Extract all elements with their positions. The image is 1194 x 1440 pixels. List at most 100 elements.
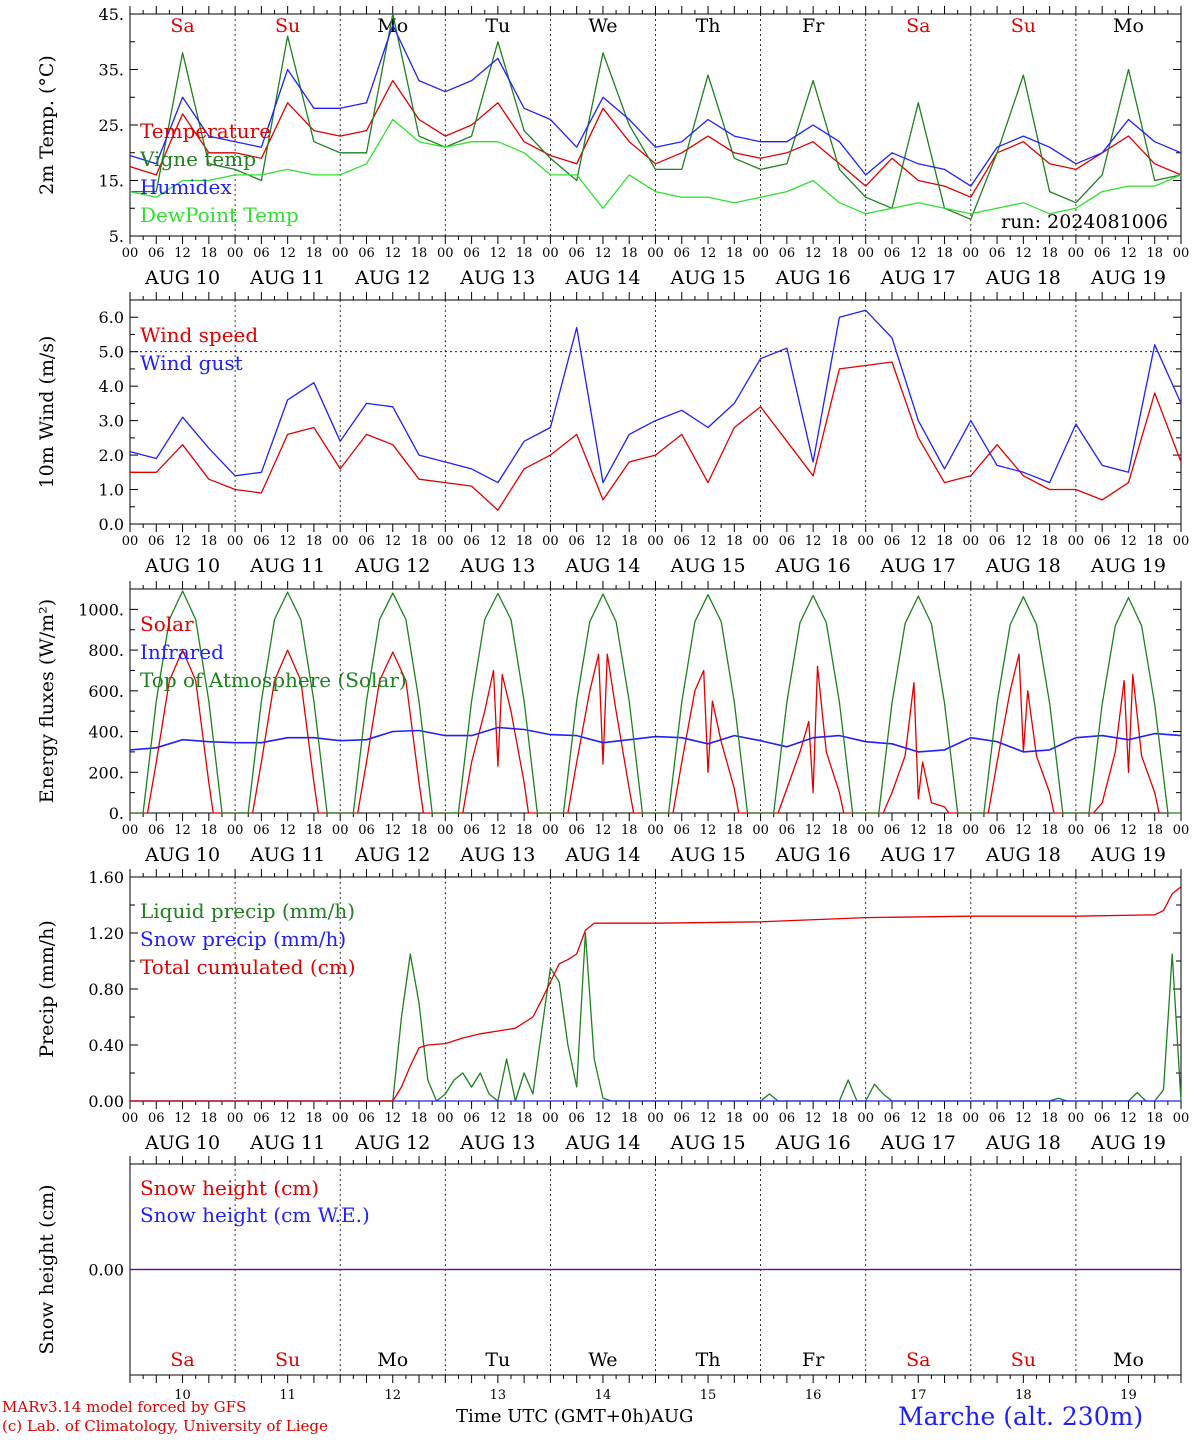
run-label: run: 2024081006: [1001, 211, 1168, 233]
x-date-label: AUG 19: [1090, 555, 1166, 577]
x-hour-label: 00: [332, 1111, 349, 1126]
x-hour-label: 12: [384, 1111, 401, 1126]
x-hour-label: 06: [884, 534, 901, 549]
x-hour-label: 06: [779, 246, 796, 261]
x-hour-label: 12: [805, 823, 822, 838]
x-hour-label: 12: [805, 1111, 822, 1126]
x-hour-label: 12: [700, 246, 717, 261]
panel-temperature: 5. 15. 25. 35. 45. 00 06 12 18 00 06 12 18 00 06 12 18 00…: [36, 5, 1189, 289]
x-date-label: AUG 13: [459, 844, 535, 866]
x-hour-label: 12: [700, 534, 717, 549]
series-line-humidex: [129, 24, 1182, 187]
x-hour-label: 00: [1173, 1111, 1190, 1126]
x-hour-label: 00: [332, 823, 349, 838]
x-hour-label: 06: [358, 246, 375, 261]
legend-entry: Wind gust: [140, 351, 243, 375]
x-date-label: AUG 12: [354, 267, 430, 289]
legend-entry: DewPoint Temp: [140, 203, 299, 227]
x-hour-label: 12: [279, 823, 296, 838]
x-hour-label: 12: [1015, 823, 1032, 838]
x-hour-label: 18: [201, 1111, 218, 1126]
y-tick-label: 0.00: [88, 1261, 124, 1280]
legend-entry: Snow height (cm W.E.): [140, 1203, 370, 1227]
x-hour-label: 12: [910, 823, 927, 838]
x-hour-label: 06: [253, 246, 270, 261]
x-hour-label: 18: [831, 246, 848, 261]
series-line-top-of-atmosphere-solar: [130, 590, 1181, 814]
x-hour-label: 06: [884, 246, 901, 261]
x-date-label: AUG 19: [1090, 267, 1166, 289]
y-tick-label: 1000.: [78, 600, 124, 619]
series-line-total-cumulated-cm: [130, 886, 1182, 1102]
y-tick-label: 1.60: [88, 868, 124, 887]
x-date-label: AUG 17: [880, 267, 956, 289]
x-hour-label: 06: [884, 1111, 901, 1126]
x-hour-label: 18: [201, 823, 218, 838]
legend-entry: Solar: [140, 612, 194, 636]
panel-snow: 0.00 Sa Su Mo Tu We Th Fr Sa Su Mo 10 11 12 13 14 15 16 17…: [36, 1156, 1182, 1403]
x-hour-label: 06: [779, 1111, 796, 1126]
x-date-label: AUG 18: [985, 555, 1061, 577]
x-day-number: 16: [805, 1388, 822, 1403]
y-tick-label: 0.80: [88, 980, 124, 999]
x-hour-label: 00: [227, 823, 244, 838]
y-tick-label: 1.0: [99, 481, 124, 500]
x-hour-label: 12: [700, 1111, 717, 1126]
x-hour-label: 18: [306, 246, 323, 261]
y-tick-label: 1.20: [88, 924, 124, 943]
x-hour-label: 00: [122, 246, 139, 261]
x-hour-label: 00: [963, 823, 980, 838]
x-hour-label: 00: [647, 1111, 664, 1126]
x-hour-label: 00: [752, 534, 769, 549]
weekday-label: Su: [275, 1349, 300, 1371]
x-hour-label: 12: [490, 534, 507, 549]
x-hour-label: 00: [1173, 246, 1190, 261]
x-date-label: AUG 10: [144, 267, 220, 289]
x-hour-label: 18: [936, 823, 953, 838]
weekday-label: Mo: [1113, 15, 1144, 37]
x-hour-label: 06: [989, 246, 1006, 261]
x-date-label: AUG 16: [775, 555, 851, 577]
x-hour-label: 12: [595, 823, 612, 838]
x-hour-label: 06: [463, 534, 480, 549]
x-hour-label: 18: [831, 823, 848, 838]
legend-entry: Humidex: [140, 175, 232, 199]
x-date-label: AUG 12: [354, 1132, 430, 1154]
y-axis-title: Energy fluxes (W/m²): [36, 599, 58, 803]
x-hour-label: 18: [1041, 246, 1058, 261]
x-hour-label: 06: [674, 823, 691, 838]
x-hour-label: 12: [490, 823, 507, 838]
x-hour-label: 18: [621, 246, 638, 261]
x-date-label: AUG 16: [775, 844, 851, 866]
y-tick-label: 0.: [109, 804, 124, 823]
x-hour-label: 00: [857, 1111, 874, 1126]
x-hour-label: 18: [1146, 246, 1163, 261]
x-hour-label: 12: [595, 246, 612, 261]
x-day-number: 12: [384, 1388, 401, 1403]
x-hour-label: 00: [332, 534, 349, 549]
x-hour-label: 00: [963, 534, 980, 549]
x-date-label: AUG 18: [985, 1132, 1061, 1154]
x-hour-label: 00: [122, 1111, 139, 1126]
x-axis-title-text: Time UTC (GMT+0h): [456, 1406, 651, 1427]
y-tick-label: 200.: [88, 763, 124, 782]
x-date-label: AUG 18: [985, 267, 1061, 289]
x-hour-label: 18: [1041, 823, 1058, 838]
x-date-label: AUG 12: [354, 555, 430, 577]
legend-entry: Top of Atmosphere (Solar): [140, 668, 407, 692]
x-axis-title: Time UTC (GMT+0h)AUG: [456, 1406, 693, 1427]
x-hour-label: 06: [463, 246, 480, 261]
y-tick-label: 6.0: [99, 308, 124, 327]
x-hour-label: 00: [647, 823, 664, 838]
panel-wind: 0.0 1.0 2.0 3.0 4.0 5.0 6.0 00 06 12 18 00 06 12 18 00 0…: [36, 292, 1189, 577]
x-hour-label: 18: [306, 1111, 323, 1126]
y-tick-label: 400.: [88, 723, 124, 742]
x-hour-label: 12: [1015, 534, 1032, 549]
series-line-infrared: [129, 726, 1182, 753]
y-tick-label: 0.00: [88, 1092, 124, 1111]
x-hour-label: 00: [437, 1111, 454, 1126]
y-tick-label: 0.40: [88, 1036, 124, 1055]
x-hour-label: 06: [358, 1111, 375, 1126]
series-line-wind-gust: [129, 309, 1182, 484]
x-hour-label: 00: [542, 1111, 559, 1126]
